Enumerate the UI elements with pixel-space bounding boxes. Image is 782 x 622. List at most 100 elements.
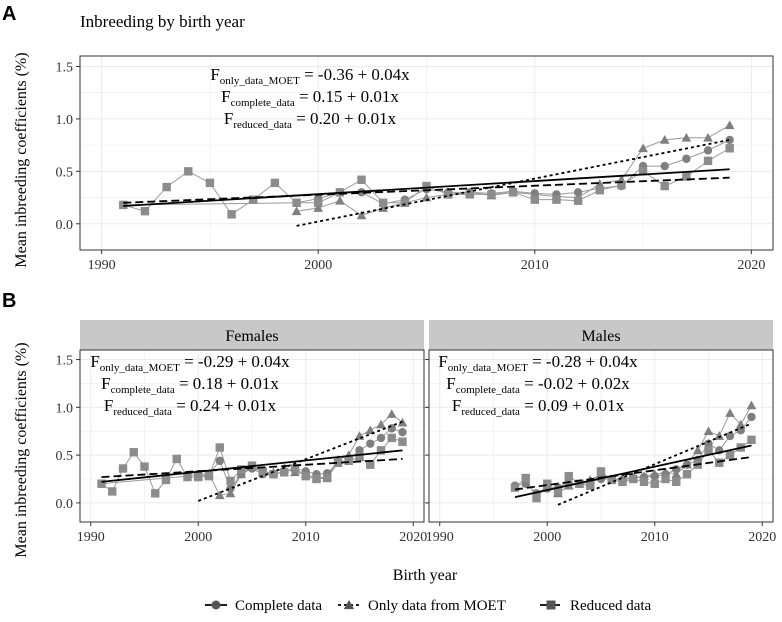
a-y-tick-label: 0.5 <box>56 165 74 180</box>
panel-a-y-axis-title: Mean inbreeding coefficients (%) <box>13 52 30 267</box>
b-females-point-circle <box>366 439 375 448</box>
b-males-equation: Fcomplete_data = -0.02 + 0.02x <box>446 374 630 396</box>
b-males-point-triangle <box>714 431 725 440</box>
panel-b-y-axis-title: Mean inbreeding coefficients (%) <box>13 342 30 557</box>
b-females-point-square <box>172 454 181 464</box>
legend-circle-marker <box>211 600 221 610</box>
b-females-point-circle <box>215 456 224 466</box>
b-females-y-tick-label: 0.0 <box>56 497 74 512</box>
panel-a-title: Inbreeding by birth year <box>80 12 245 31</box>
a-y-tick-label: 1.0 <box>56 113 74 128</box>
a-point-circle <box>573 188 583 197</box>
a-point-circle <box>682 154 691 163</box>
b-females-y-tick-label: 1.0 <box>56 401 74 416</box>
b-males-point-triangle <box>692 445 703 455</box>
b-males-fit-line-solid <box>514 444 752 499</box>
a-point-square <box>703 156 713 166</box>
a-y-tick-label: 1.5 <box>56 60 74 75</box>
b-males-point-square <box>607 475 616 485</box>
b-females-point-circle <box>376 433 386 443</box>
b-females-point-square <box>194 472 203 482</box>
b-females-point-square <box>140 462 149 471</box>
strip-females-label: Females <box>225 328 278 345</box>
a-x-tick-label: 2000 <box>304 258 332 273</box>
panel-a-plot: 1990 2000 2010 2020 0.0 0.5 1.0 1.5 Fonly_data_M… <box>56 55 774 273</box>
a-point-triangle <box>638 143 648 153</box>
b-males-point-square <box>629 474 638 484</box>
b-females-point-triangle <box>376 419 386 429</box>
b-males-point-square <box>618 477 627 487</box>
a-point-triangle <box>681 132 692 142</box>
b-males-x-tick-label: 1990 <box>426 530 454 545</box>
b-females-point-square <box>97 479 106 488</box>
a-point-circle <box>660 161 669 171</box>
a-point-square <box>422 181 431 191</box>
b-females-x-tick-label: 2010 <box>292 530 320 545</box>
a-equation: Fcomplete_data = 0.15 + 0.01x <box>221 87 399 109</box>
b-females-point-square <box>161 475 171 485</box>
b-females-point-square <box>258 467 267 476</box>
b-males-point-square <box>725 450 735 460</box>
a-point-square <box>205 178 215 188</box>
a-point-square <box>508 188 518 197</box>
a-point-square <box>487 190 496 199</box>
b-males-point-triangle <box>725 408 735 417</box>
a-point-square <box>270 178 280 188</box>
strip-males-label: Males <box>581 328 620 345</box>
b-females-point-triangle <box>386 409 397 418</box>
b-males-point-square <box>596 467 606 476</box>
a-point-triangle <box>335 195 345 205</box>
b-males-point-circle <box>747 412 756 422</box>
b-males-point-square <box>510 483 520 492</box>
a-point-square <box>357 175 366 184</box>
b-males-point-triangle <box>660 467 671 477</box>
b-males-point-triangle <box>735 419 746 429</box>
b-females-point-circle <box>355 446 364 455</box>
a-point-square <box>638 167 648 176</box>
a-point-square <box>249 195 258 204</box>
a-equation: Fonly_data_MOET = -0.36 + 0.04x <box>210 65 410 87</box>
a-point-square <box>530 195 539 204</box>
b-females-x-tick-label: 2000 <box>184 530 212 545</box>
b-females-x-tick-label: 2020 <box>399 530 427 545</box>
b-females-equation: Freduced_data = 0.24 + 0.01x <box>104 396 277 418</box>
b-females-y-tick-label: 0.5 <box>56 449 74 464</box>
b-females-point-square <box>344 456 353 466</box>
b-females-point-square <box>108 487 117 496</box>
a-point-triangle <box>356 210 367 220</box>
a-fit-line-dashed <box>123 176 730 204</box>
b-males-x-tick-label: 2020 <box>748 530 776 545</box>
b-females-plot-frame <box>79 349 425 523</box>
b-males-point-square <box>553 487 563 496</box>
a-point-square <box>573 196 583 205</box>
a-point-square <box>378 198 388 208</box>
legend-label: Complete data <box>235 598 322 614</box>
a-point-square <box>400 198 410 208</box>
b-males-point-circle <box>725 431 735 441</box>
b-females-fit-line-dashed <box>101 458 403 478</box>
b-males-point-square <box>586 481 595 490</box>
a-point-square <box>140 207 150 216</box>
b-females-point-square <box>183 472 192 482</box>
a-point-triangle <box>313 203 324 212</box>
a-point-triangle <box>703 132 713 142</box>
b-males-point-square <box>650 479 659 488</box>
b-males-x-tick-label: 2000 <box>533 530 561 545</box>
panel-b-females-plot: 1990 2000 2010 2020 0.0 0.5 1.0 1.5 Fonly_data_M… <box>56 349 427 545</box>
b-females-fit-line-solid <box>101 449 403 483</box>
a-point-triangle <box>421 192 432 202</box>
b-males-x-tick-label: 2010 <box>641 530 669 545</box>
a-point-triangle <box>291 206 302 216</box>
b-males-point-square <box>521 473 530 483</box>
b-females-point-square <box>269 470 278 479</box>
b-females-point-square <box>387 433 396 443</box>
b-females-point-square <box>398 437 407 446</box>
b-females-point-square <box>366 460 375 469</box>
a-point-square <box>443 190 453 199</box>
b-females-point-square <box>376 446 386 455</box>
a-point-square <box>725 144 734 153</box>
a-point-triangle <box>594 179 605 188</box>
b-females-point-square <box>226 476 235 486</box>
legend-triangle-marker <box>343 599 355 610</box>
